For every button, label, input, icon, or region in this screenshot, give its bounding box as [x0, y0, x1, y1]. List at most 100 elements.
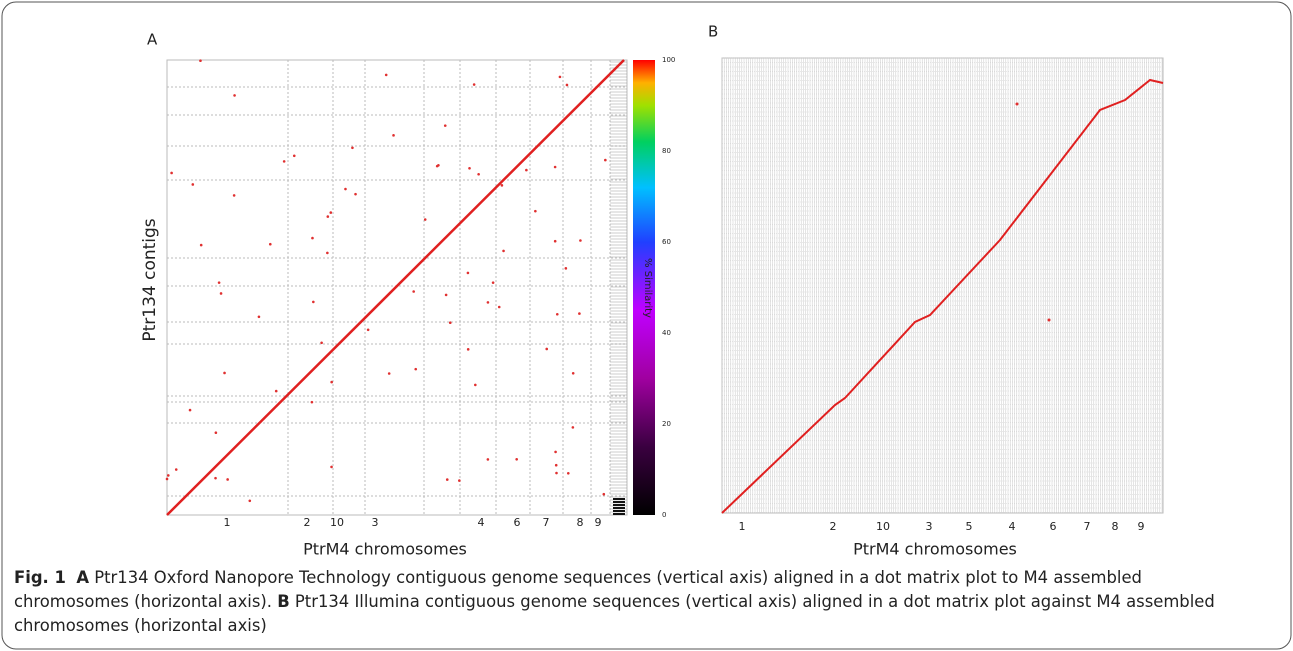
- dot: [217, 281, 221, 284]
- block: [613, 510, 625, 512]
- dot: [268, 242, 272, 246]
- x-axis-label: PtrM4 chromosomes: [303, 540, 467, 559]
- diagonal: [721, 78, 1164, 514]
- dot: [448, 321, 452, 325]
- block: [613, 498, 625, 500]
- dot: [602, 492, 606, 496]
- dot: [292, 154, 296, 158]
- caption-text: Ptr134 Illumina contiguous genome sequen…: [14, 592, 1215, 635]
- dot: [330, 465, 333, 469]
- x-tick-label: 2: [830, 520, 837, 533]
- block: [613, 507, 625, 509]
- dot: [330, 380, 333, 384]
- dot: [219, 292, 223, 295]
- x-axis-label: PtrM4 chromosomes: [853, 540, 1017, 559]
- dot: [326, 251, 329, 255]
- dot: [423, 218, 427, 221]
- dot: [329, 211, 333, 214]
- dot: [553, 165, 557, 169]
- colorbar-tick-label: 20: [662, 420, 671, 428]
- dot: [571, 426, 575, 429]
- dot: [170, 171, 173, 175]
- x-tick-label: 6: [514, 516, 521, 529]
- dot: [257, 315, 261, 319]
- dot: [233, 94, 236, 97]
- x-tick-label: 3: [926, 520, 933, 533]
- dot: [565, 83, 569, 87]
- x-tick-label: 4: [478, 516, 485, 529]
- block: [613, 504, 625, 506]
- x-tick-label: 8: [577, 516, 584, 529]
- x-tick-label: 1: [224, 516, 231, 529]
- panel-label: A: [147, 31, 158, 49]
- dot: [566, 471, 570, 475]
- x-tick-label: 10: [330, 516, 344, 529]
- dot: [558, 75, 562, 79]
- dot: [167, 474, 170, 477]
- dot: [354, 192, 357, 196]
- dot: [491, 281, 495, 284]
- dot: [366, 328, 370, 332]
- dot: [604, 158, 607, 162]
- x-tick-label: 9: [1138, 520, 1145, 533]
- x-tick-label: 8: [1112, 520, 1119, 533]
- dot: [468, 167, 471, 170]
- dot: [174, 468, 178, 471]
- dot: [579, 239, 582, 242]
- x-tick-label: 5: [966, 520, 973, 533]
- dot: [414, 367, 418, 371]
- dot: [472, 83, 476, 86]
- dot: [578, 312, 581, 315]
- colorbar-tick-label: 0: [662, 511, 666, 519]
- dot: [497, 305, 501, 309]
- panel-label: B: [708, 23, 718, 41]
- dot: [310, 400, 314, 404]
- block: [613, 513, 625, 515]
- dot: [437, 163, 440, 167]
- dot: [326, 215, 330, 218]
- caption: Fig. 1 A Ptr134 Oxford Nanopore Technolo…: [14, 566, 1224, 638]
- dot: [500, 184, 504, 187]
- y-axis-label: Ptr134 contigs: [140, 218, 160, 341]
- caption-label: B: [277, 592, 290, 611]
- dot: [486, 458, 490, 461]
- dot: [525, 168, 528, 172]
- dot: [214, 431, 218, 435]
- dot: [554, 450, 557, 454]
- caption-text: Ptr134 Oxford Nanopore Technology contig…: [14, 568, 1142, 611]
- dot: [555, 312, 559, 316]
- dot: [486, 301, 490, 304]
- dot: [502, 249, 505, 253]
- x-tick-label: 4: [1009, 520, 1016, 533]
- fig-number: Fig. 1: [14, 568, 66, 587]
- dot: [443, 124, 447, 127]
- block: [613, 501, 625, 503]
- diagonal: [166, 59, 625, 516]
- x-tick-label: 7: [543, 516, 550, 529]
- dot: [232, 194, 236, 197]
- dot: [320, 341, 323, 345]
- x-tick-label: 10: [876, 520, 890, 533]
- dot: [553, 239, 557, 243]
- x-tick-label: 1: [739, 520, 746, 533]
- colorbar-tick-label: 40: [662, 329, 671, 337]
- dot: [444, 293, 448, 297]
- dot: [344, 187, 347, 191]
- dot: [226, 478, 229, 481]
- dot: [165, 477, 169, 481]
- dot: [274, 389, 278, 393]
- dot: [445, 478, 449, 481]
- dot: [199, 59, 202, 63]
- x-tick-label: 2: [304, 516, 311, 529]
- dot: [392, 134, 395, 137]
- dot: [214, 476, 217, 480]
- dot: [1015, 102, 1019, 106]
- dot: [1047, 318, 1051, 322]
- x-tick-label: 7: [1084, 520, 1091, 533]
- dot: [387, 372, 391, 375]
- dot: [282, 160, 286, 163]
- dot: [554, 463, 558, 467]
- x-tick-label: 6: [1050, 520, 1057, 533]
